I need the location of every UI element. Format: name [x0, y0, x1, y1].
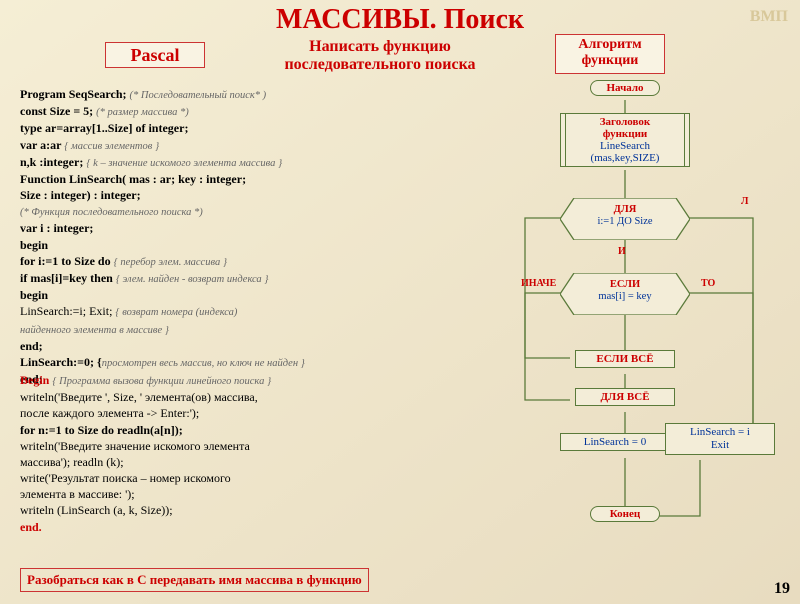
watermark: ВМП [750, 8, 788, 26]
code-block-2: Begin { Программа вызова функции линейно… [20, 372, 500, 535]
box-pascal: Pascal [105, 42, 205, 68]
flow-forall: ДЛЯ ВСЁ [575, 388, 675, 406]
flow-header-l4: (mas,key,SIZE) [568, 152, 682, 164]
code-block-1: Program SeqSearch; (* Последовательный п… [20, 86, 500, 387]
flow-resi-l2: Exit [711, 439, 729, 451]
flow-label-to: ТО [701, 278, 715, 289]
flow-header-l1: Заголовок [568, 116, 682, 128]
flowchart: Начало Заголовок функции LineSearch (mas… [505, 78, 795, 578]
flow-label-i: И [618, 246, 626, 257]
flow-res0: LinSearch = 0 [560, 433, 670, 451]
page-title: МАССИВЫ. Поиск [0, 4, 800, 36]
flow-label-l: Л [741, 196, 748, 207]
flow-resi-l1: LinSearch = i [690, 426, 750, 438]
page-number: 19 [774, 580, 790, 598]
flow-header-l3: LineSearch [568, 140, 682, 152]
flow-header: Заголовок функции LineSearch (mas,key,SI… [560, 113, 690, 167]
subtitle-line2: последовательного поиска [284, 56, 475, 73]
subtitle-line1: Написать функцию [309, 38, 451, 55]
bottom-note: Разобраться как в C передавать имя масси… [20, 568, 369, 592]
flow-header-l2: функции [568, 128, 682, 140]
flow-loop-l1: ДЛЯ [614, 204, 637, 215]
flow-resi: LinSearch = i Exit [665, 423, 775, 455]
flow-cond-l1: ЕСЛИ [610, 279, 640, 290]
box-algo: Алгоритм функции [555, 34, 665, 74]
box-algo-l2: функции [582, 53, 639, 68]
flow-cond-l2: mas[i] = key [598, 291, 651, 302]
flow-end: Конец [590, 506, 660, 522]
flow-ifall: ЕСЛИ ВСЁ [575, 350, 675, 368]
flow-loop-l2: i:=1 ДО Size [597, 216, 652, 227]
flow-label-inache: ИНАЧЕ [521, 278, 556, 289]
box-pascal-label: Pascal [131, 45, 180, 65]
flow-start: Начало [590, 80, 660, 96]
box-algo-l1: Алгоритм [578, 37, 641, 52]
